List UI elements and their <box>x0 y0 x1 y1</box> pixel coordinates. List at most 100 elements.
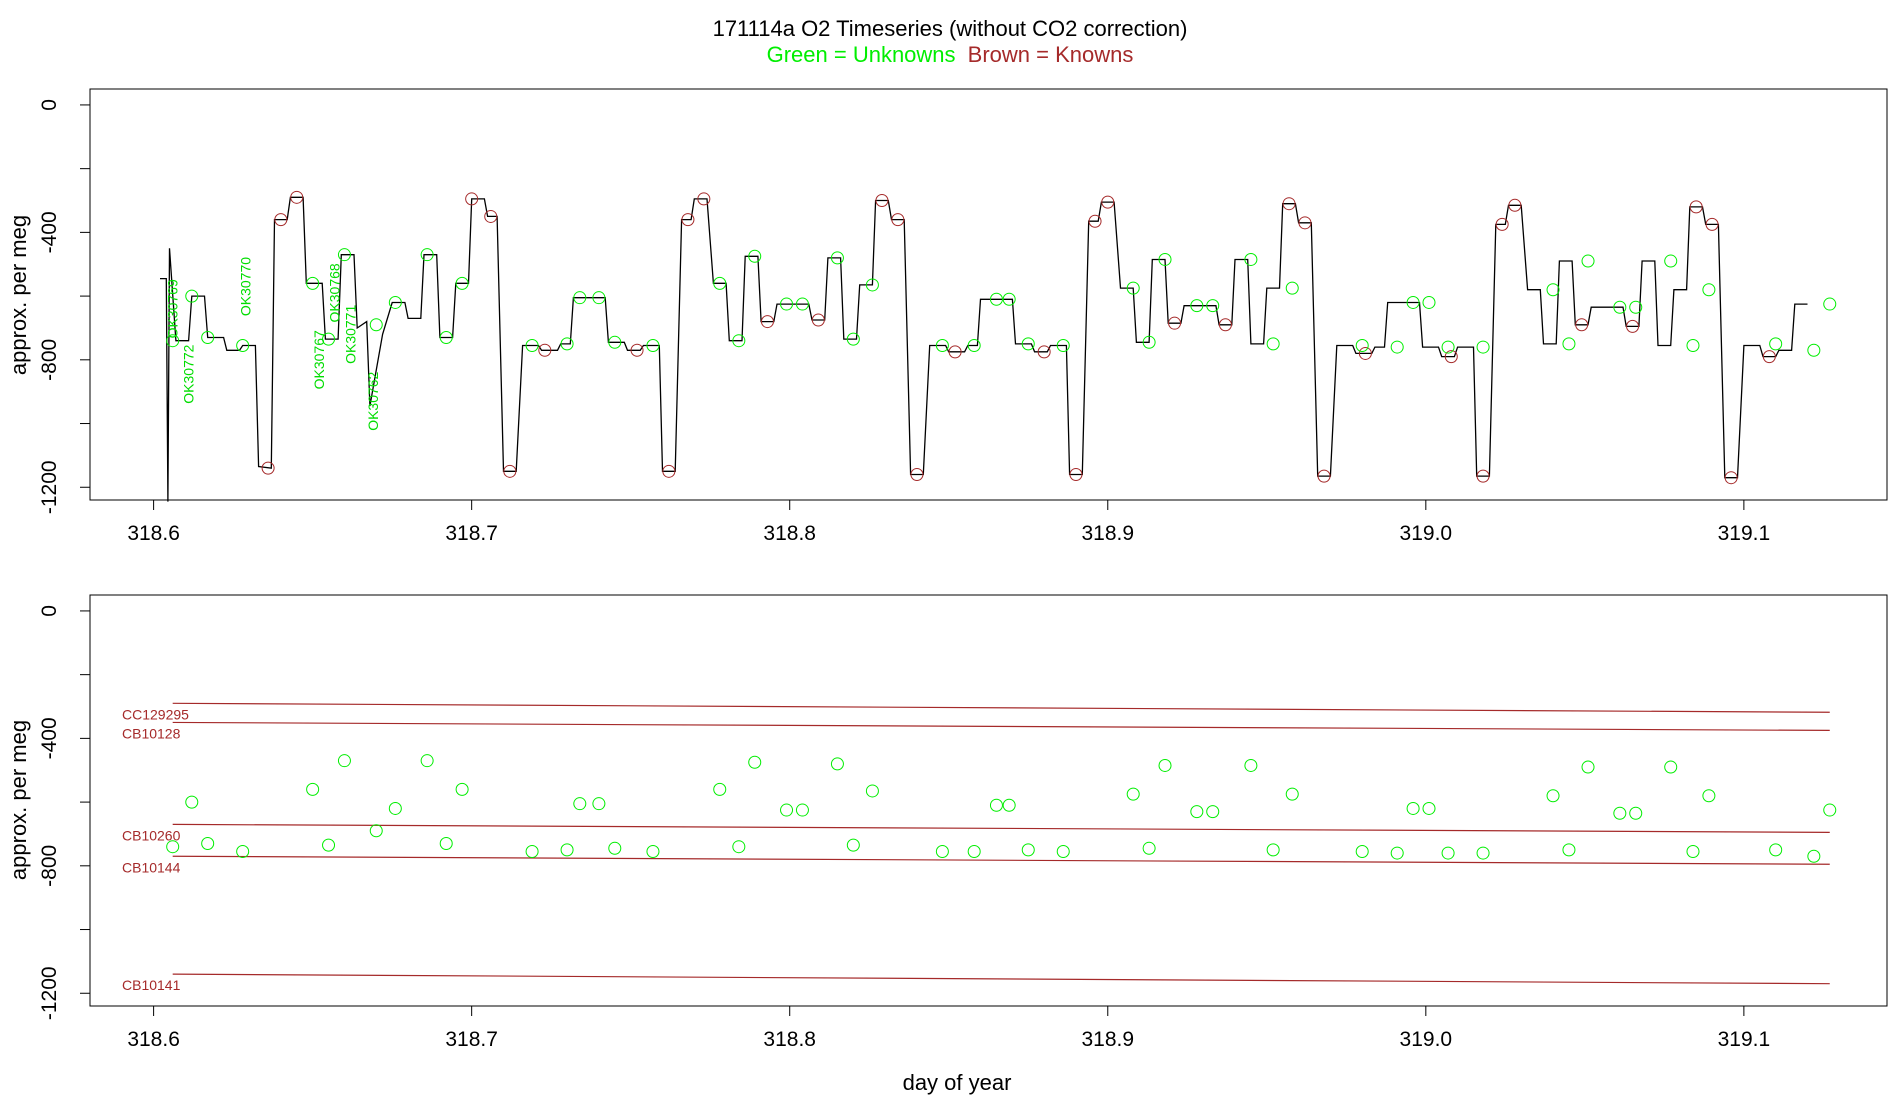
unknown-point <box>1629 806 1643 820</box>
unknown-point <box>989 798 1003 812</box>
y-tick-label: 0 <box>38 99 61 111</box>
unknown-point <box>455 782 469 796</box>
unknown-point <box>1285 281 1299 295</box>
unknown-point <box>713 782 727 796</box>
o2-trace-line <box>160 196 1808 502</box>
unknown-point <box>865 784 879 798</box>
unknown-point <box>1158 252 1172 266</box>
sample-id-label: OK30767 <box>311 330 327 389</box>
unknown-point <box>1823 803 1837 817</box>
sample-id-label: OK30768 <box>327 263 343 322</box>
unknown-point <box>236 338 250 352</box>
x-tick-label: 318.8 <box>763 1028 816 1051</box>
unknown-point <box>592 291 606 305</box>
bottom-panel: 318.6 318.7 318.8 318.9 319.0 319.1 0 -400 -800 -… <box>38 605 1837 1051</box>
unknown-point <box>185 289 199 303</box>
reference-label: CC129295 <box>122 706 189 722</box>
known-point <box>1101 195 1115 209</box>
known-point <box>1724 471 1738 485</box>
unknown-point <box>1613 300 1627 314</box>
known-point <box>1476 469 1490 483</box>
unknown-point <box>935 338 949 352</box>
unknown-point <box>830 251 844 265</box>
sample-id-label: OK30771 <box>343 305 359 364</box>
sample-id-label: OK30762 <box>365 371 381 430</box>
unknown-point <box>1422 801 1436 815</box>
unknown-point <box>989 292 1003 306</box>
unknown-point <box>592 797 606 811</box>
unknown-point <box>608 335 622 349</box>
reference-line <box>172 702 1830 713</box>
unknown-point <box>1807 343 1821 357</box>
known-point <box>1495 217 1509 231</box>
sample-id-label: OK30770 <box>238 257 254 316</box>
y-tick-label: -400 <box>38 717 61 759</box>
y-tick-label: 0 <box>38 605 61 617</box>
x-tick-label: 319.0 <box>1400 522 1453 545</box>
unknown-point <box>185 795 199 809</box>
y-tick-label: -400 <box>38 211 61 253</box>
top-panel: 318.6 318.7 318.8 318.9 319.0 319.1 0 -400 -800 -… <box>38 99 1837 545</box>
known-point <box>538 343 552 357</box>
known-point <box>891 213 905 227</box>
unknown-point <box>455 276 469 290</box>
unknown-point <box>560 337 574 351</box>
known-point <box>1762 350 1776 364</box>
unknown-point <box>713 276 727 290</box>
subtitle-knowns: Brown = Knowns <box>968 42 1134 67</box>
unknown-point <box>1390 846 1404 860</box>
unknown-point <box>525 844 539 858</box>
unknown-point <box>1546 283 1560 297</box>
x-tick-label: 318.9 <box>1081 1028 1134 1051</box>
x-tick-label: 318.9 <box>1081 522 1134 545</box>
known-point <box>875 194 889 208</box>
unknown-point <box>1406 295 1420 309</box>
bottom-y-axis-label: approx. per meg <box>6 720 31 880</box>
known-point <box>274 213 288 227</box>
unknown-point <box>1613 806 1627 820</box>
unknown-point <box>646 844 660 858</box>
unknown-point <box>420 248 434 262</box>
unknown-point <box>1702 789 1716 803</box>
known-point <box>1069 468 1083 482</box>
known-point <box>484 209 498 223</box>
known-point <box>630 343 644 357</box>
known-point <box>1088 214 1102 228</box>
known-point <box>1358 346 1372 360</box>
known-point <box>1508 198 1522 212</box>
unknown-point <box>1807 849 1821 863</box>
unknown-point <box>420 754 434 768</box>
sample-id-label: OK30769 <box>164 279 180 338</box>
y-tick-label: -800 <box>38 339 61 381</box>
unknown-point <box>1056 338 1070 352</box>
unknown-point <box>369 824 383 838</box>
known-point <box>1689 200 1703 214</box>
unknown-point <box>236 844 250 858</box>
unknown-point <box>1476 846 1490 860</box>
known-point <box>1218 318 1232 332</box>
bottom-plot-frame <box>89 594 1888 1007</box>
unknown-point <box>1476 340 1490 354</box>
unknown-point <box>166 334 180 348</box>
x-tick-label: 318.7 <box>445 522 498 545</box>
unknown-point <box>439 331 453 345</box>
chart-subtitle: Green = Unknowns Brown = Knowns <box>767 42 1134 67</box>
unknown-point <box>732 840 746 854</box>
y-tick-label: -800 <box>38 845 61 887</box>
unknown-point <box>795 803 809 817</box>
unknown-point <box>1546 789 1560 803</box>
unknown-point <box>1002 292 1016 306</box>
unknown-point <box>1190 805 1204 819</box>
y-tick-label: -1200 <box>38 966 61 1020</box>
unknown-point <box>306 276 320 290</box>
unknown-point <box>1629 300 1643 314</box>
known-point <box>948 345 962 359</box>
unknown-point <box>1441 846 1455 860</box>
reference-label: CB10144 <box>122 859 181 875</box>
reference-label: CB10260 <box>122 827 181 843</box>
unknown-point <box>830 757 844 771</box>
unknown-point <box>201 331 215 345</box>
unknown-point <box>1686 844 1700 858</box>
unknown-point <box>846 838 860 852</box>
reference-label: CB10128 <box>122 725 181 741</box>
